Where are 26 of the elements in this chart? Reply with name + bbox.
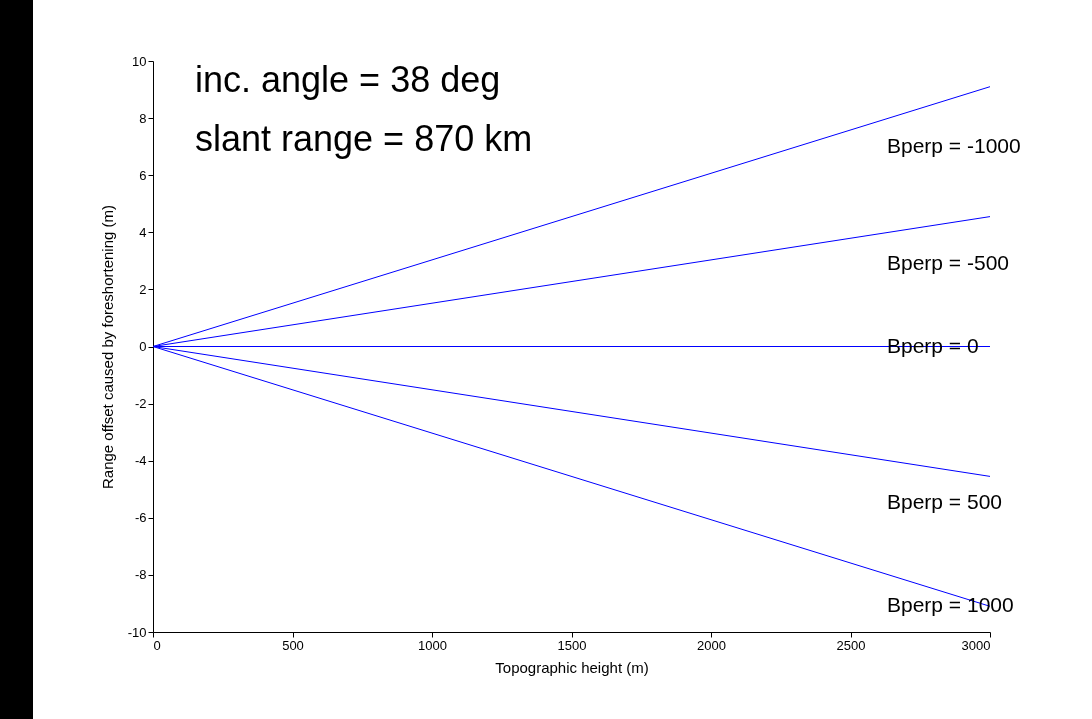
x-tick-label: 2500 (836, 637, 866, 653)
y-tick-label: 0 (139, 339, 147, 354)
annotation: slant range = 870 km (195, 118, 533, 159)
y-tick-label: 6 (139, 167, 147, 183)
y-tick-label: -4 (134, 453, 147, 469)
series-label: Bperp = -1000 (887, 133, 1021, 157)
series-label: Bperp = -500 (887, 250, 1010, 274)
x-tick-label: 0 (153, 637, 161, 653)
y-tick-label: -8 (134, 567, 147, 583)
y-tick-label: -10 (127, 624, 147, 640)
y-tick-label: 8 (139, 110, 147, 126)
x-tick-label: 1000 (418, 637, 447, 653)
x-tick-label: 2000 (697, 637, 726, 653)
series-label: Bperp = 1000 (887, 593, 1014, 617)
x-tick-label: 1500 (557, 637, 587, 653)
x-axis-title: Topographic height (m) (495, 658, 649, 676)
y-axis-title: Range offset caused by foreshortening (m) (98, 204, 116, 490)
x-tick-label: 500 (282, 637, 304, 653)
y-tick-label: -2 (134, 396, 147, 412)
y-tick-label: 10 (132, 53, 147, 69)
y-tick-label: -6 (134, 510, 147, 526)
annotation: inc. angle = 38 deg (195, 59, 501, 100)
x-tick-label: 3000 (961, 637, 991, 653)
y-tick-label: 4 (139, 224, 147, 240)
series-label: Bperp = 500 (887, 490, 1003, 514)
y-tick-label: 2 (139, 281, 147, 297)
